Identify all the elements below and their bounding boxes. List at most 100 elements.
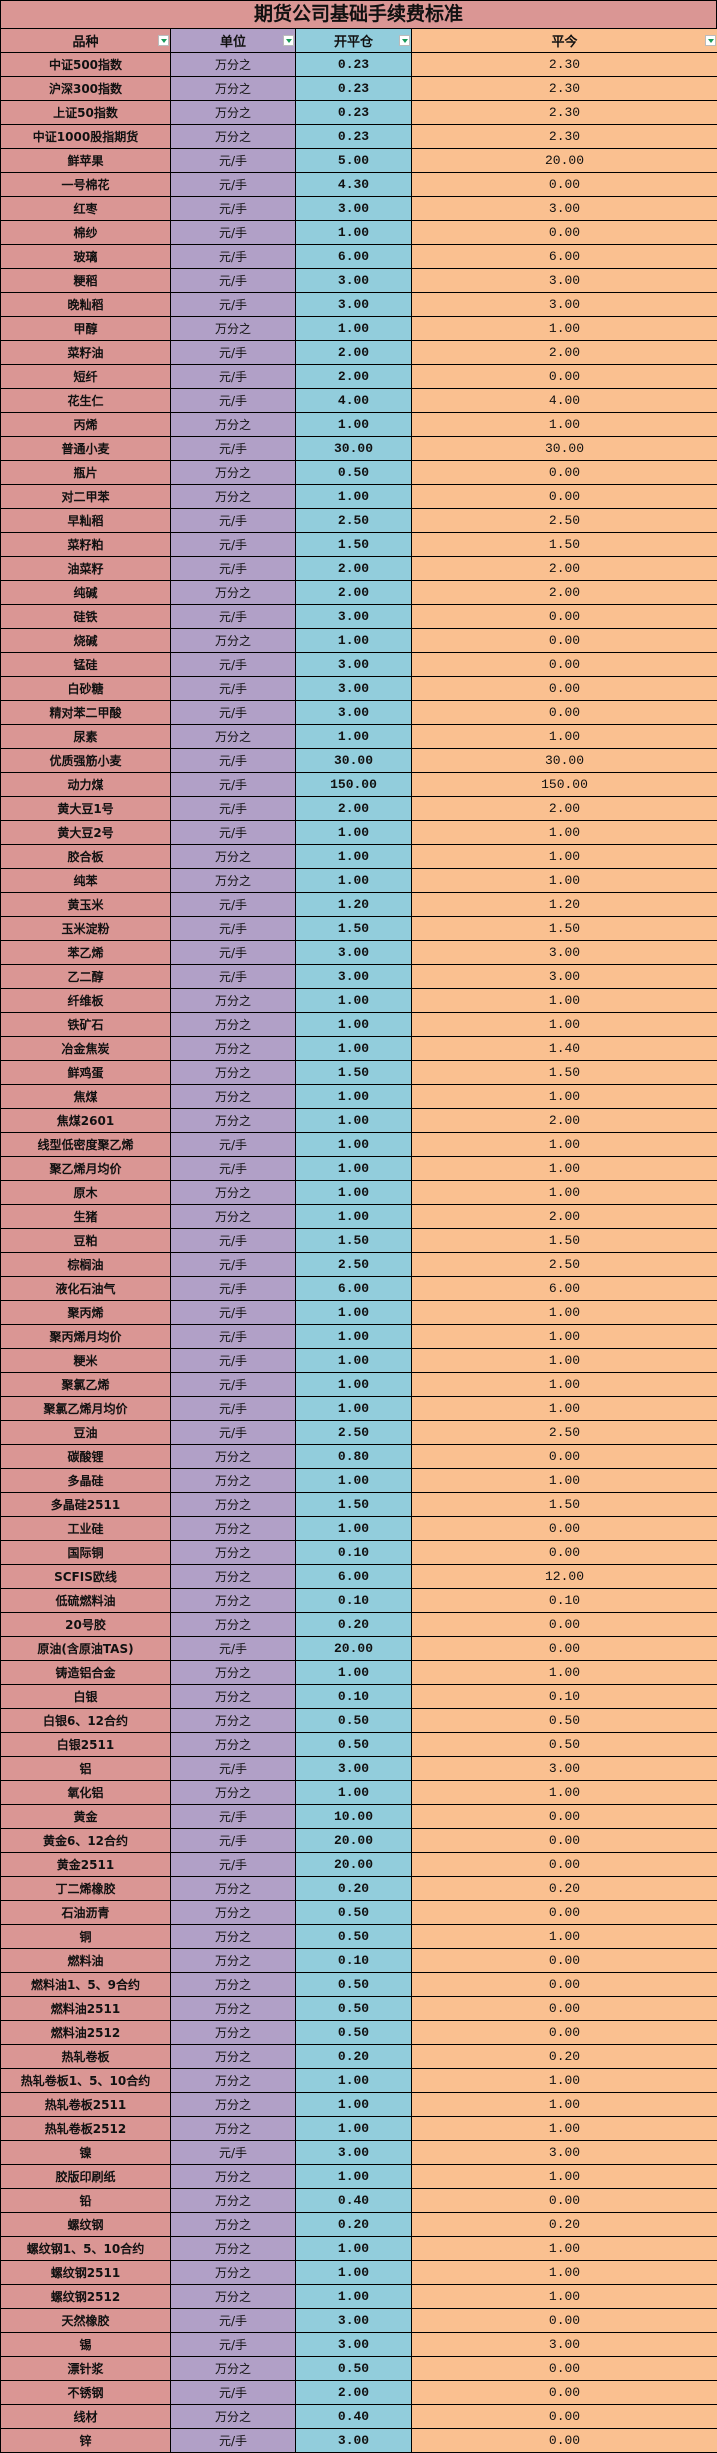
unit-cell[interactable]: 万分之 (171, 1925, 296, 1949)
unit-cell[interactable]: 元/手 (171, 1397, 296, 1421)
open-close-fee-cell[interactable]: 0.23 (296, 125, 412, 149)
close-today-fee-cell[interactable]: 1.50 (412, 1493, 717, 1517)
open-close-fee-cell[interactable]: 1.00 (296, 485, 412, 509)
close-today-fee-cell[interactable]: 0.50 (412, 1733, 717, 1757)
variety-cell[interactable]: 聚乙烯月均价 (1, 1157, 171, 1181)
open-close-fee-cell[interactable]: 0.20 (296, 1613, 412, 1637)
close-today-fee-cell[interactable]: 2.30 (412, 53, 717, 77)
unit-cell[interactable]: 元/手 (171, 1133, 296, 1157)
open-close-fee-cell[interactable]: 0.80 (296, 1445, 412, 1469)
open-close-fee-cell[interactable]: 3.00 (296, 2141, 412, 2165)
unit-cell[interactable]: 万分之 (171, 2357, 296, 2381)
unit-cell[interactable]: 元/手 (171, 1373, 296, 1397)
open-close-fee-cell[interactable]: 3.00 (296, 269, 412, 293)
variety-cell[interactable]: 玉米淀粉 (1, 917, 171, 941)
open-close-fee-cell[interactable]: 1.00 (296, 1469, 412, 1493)
unit-cell[interactable]: 万分之 (171, 1109, 296, 1133)
unit-cell[interactable]: 万分之 (171, 1781, 296, 1805)
open-close-fee-cell[interactable]: 1.00 (296, 1133, 412, 1157)
unit-cell[interactable]: 万分之 (171, 77, 296, 101)
close-today-fee-cell[interactable]: 1.00 (412, 1133, 717, 1157)
unit-cell[interactable]: 元/手 (171, 1277, 296, 1301)
close-today-fee-cell[interactable]: 0.00 (412, 1997, 717, 2021)
close-today-fee-cell[interactable]: 0.20 (412, 2213, 717, 2237)
unit-cell[interactable]: 万分之 (171, 1517, 296, 1541)
open-close-fee-cell[interactable]: 3.00 (296, 701, 412, 725)
close-today-fee-cell[interactable]: 2.00 (412, 341, 717, 365)
open-close-fee-cell[interactable]: 1.00 (296, 1181, 412, 1205)
unit-cell[interactable]: 万分之 (171, 1541, 296, 1565)
variety-cell[interactable]: 白砂糖 (1, 677, 171, 701)
close-today-fee-cell[interactable]: 1.00 (412, 1925, 717, 1949)
open-close-fee-cell[interactable]: 1.00 (296, 845, 412, 869)
variety-cell[interactable]: 菜籽油 (1, 341, 171, 365)
open-close-fee-cell[interactable]: 1.00 (296, 1109, 412, 1133)
variety-cell[interactable]: 国际铜 (1, 1541, 171, 1565)
unit-cell[interactable]: 万分之 (171, 2117, 296, 2141)
close-today-fee-cell[interactable]: 0.00 (412, 2381, 717, 2405)
variety-cell[interactable]: 晚籼稻 (1, 293, 171, 317)
open-close-fee-cell[interactable]: 1.00 (296, 2261, 412, 2285)
open-close-fee-cell[interactable]: 1.20 (296, 893, 412, 917)
open-close-fee-cell[interactable]: 1.00 (296, 1349, 412, 1373)
variety-cell[interactable]: 螺纹钢2512 (1, 2285, 171, 2309)
unit-cell[interactable]: 万分之 (171, 1205, 296, 1229)
variety-cell[interactable]: 铅 (1, 2189, 171, 2213)
variety-cell[interactable]: 乙二醇 (1, 965, 171, 989)
open-close-fee-cell[interactable]: 1.00 (296, 1517, 412, 1541)
close-today-fee-cell[interactable]: 1.00 (412, 1781, 717, 1805)
close-today-fee-cell[interactable]: 0.00 (412, 2021, 717, 2045)
unit-cell[interactable]: 万分之 (171, 2021, 296, 2045)
unit-cell[interactable]: 万分之 (171, 1037, 296, 1061)
unit-cell[interactable]: 元/手 (171, 797, 296, 821)
variety-cell[interactable]: 中证500指数 (1, 53, 171, 77)
close-today-fee-cell[interactable]: 2.50 (412, 1253, 717, 1277)
close-today-fee-cell[interactable]: 2.00 (412, 797, 717, 821)
unit-cell[interactable]: 元/手 (171, 509, 296, 533)
unit-cell[interactable]: 元/手 (171, 173, 296, 197)
variety-cell[interactable]: 白银 (1, 1685, 171, 1709)
unit-cell[interactable]: 万分之 (171, 1445, 296, 1469)
close-today-fee-cell[interactable]: 2.50 (412, 1421, 717, 1445)
open-close-fee-cell[interactable]: 1.00 (296, 1301, 412, 1325)
close-today-fee-cell[interactable]: 1.00 (412, 725, 717, 749)
close-today-fee-cell[interactable]: 1.00 (412, 1397, 717, 1421)
unit-cell[interactable]: 元/手 (171, 557, 296, 581)
close-today-fee-cell[interactable]: 1.00 (412, 1469, 717, 1493)
unit-cell[interactable]: 元/手 (171, 245, 296, 269)
open-close-fee-cell[interactable]: 3.00 (296, 677, 412, 701)
unit-cell[interactable]: 万分之 (171, 2285, 296, 2309)
variety-cell[interactable]: 鲜苹果 (1, 149, 171, 173)
close-today-fee-cell[interactable]: 1.00 (412, 2237, 717, 2261)
close-today-fee-cell[interactable]: 3.00 (412, 197, 717, 221)
close-today-fee-cell[interactable]: 2.50 (412, 509, 717, 533)
unit-cell[interactable]: 万分之 (171, 1565, 296, 1589)
close-today-fee-cell[interactable]: 20.00 (412, 149, 717, 173)
variety-cell[interactable]: 燃料油 (1, 1949, 171, 1973)
close-today-fee-cell[interactable]: 0.00 (412, 221, 717, 245)
unit-cell[interactable]: 元/手 (171, 2381, 296, 2405)
open-close-fee-cell[interactable]: 0.20 (296, 2045, 412, 2069)
close-today-fee-cell[interactable]: 3.00 (412, 1757, 717, 1781)
variety-cell[interactable]: 热轧卷板2511 (1, 2093, 171, 2117)
open-close-fee-cell[interactable]: 3.00 (296, 965, 412, 989)
variety-cell[interactable]: 胶合板 (1, 845, 171, 869)
unit-cell[interactable]: 元/手 (171, 269, 296, 293)
close-today-fee-cell[interactable]: 1.00 (412, 2285, 717, 2309)
close-today-fee-cell[interactable]: 2.00 (412, 1205, 717, 1229)
variety-cell[interactable]: 燃料油2511 (1, 1997, 171, 2021)
variety-cell[interactable]: 聚丙烯 (1, 1301, 171, 1325)
unit-cell[interactable]: 元/手 (171, 197, 296, 221)
unit-cell[interactable]: 万分之 (171, 1733, 296, 1757)
close-today-fee-cell[interactable]: 0.10 (412, 1685, 717, 1709)
variety-cell[interactable]: 白银6、12合约 (1, 1709, 171, 1733)
close-today-fee-cell[interactable]: 3.00 (412, 941, 717, 965)
variety-cell[interactable]: 优质强筋小麦 (1, 749, 171, 773)
unit-cell[interactable]: 万分之 (171, 101, 296, 125)
unit-cell[interactable]: 万分之 (171, 125, 296, 149)
unit-cell[interactable]: 元/手 (171, 221, 296, 245)
variety-cell[interactable]: 聚氯乙烯月均价 (1, 1397, 171, 1421)
close-today-fee-cell[interactable]: 1.00 (412, 1181, 717, 1205)
unit-cell[interactable]: 元/手 (171, 917, 296, 941)
variety-cell[interactable]: 燃料油1、5、9合约 (1, 1973, 171, 1997)
